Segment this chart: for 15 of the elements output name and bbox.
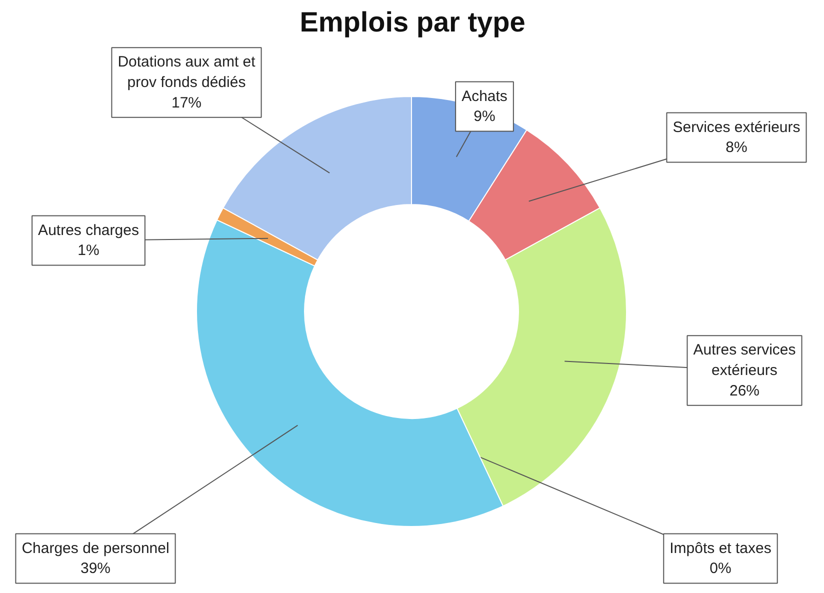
data-label: 8% bbox=[726, 139, 748, 156]
data-label: 1% bbox=[78, 242, 100, 260]
category-label: Impôts et taxes bbox=[670, 540, 772, 557]
data-label: 26% bbox=[729, 382, 760, 400]
slice-label: Dotations aux amt et prov fonds dédiés bbox=[118, 54, 256, 91]
data-label: 9% bbox=[474, 108, 496, 126]
slice-label: Charges de personnel bbox=[22, 540, 170, 557]
slice-label: Services extérieurs bbox=[672, 118, 800, 136]
slice-label: Achats bbox=[462, 88, 508, 105]
text: 0% bbox=[710, 560, 732, 578]
chart-title: Emplois par type bbox=[300, 6, 526, 38]
data-label: 39% bbox=[80, 560, 111, 578]
slice-label: Autres charges bbox=[38, 222, 139, 239]
data-label: 17% bbox=[171, 94, 202, 112]
slice-label: Autres services extérieurs bbox=[693, 342, 796, 379]
